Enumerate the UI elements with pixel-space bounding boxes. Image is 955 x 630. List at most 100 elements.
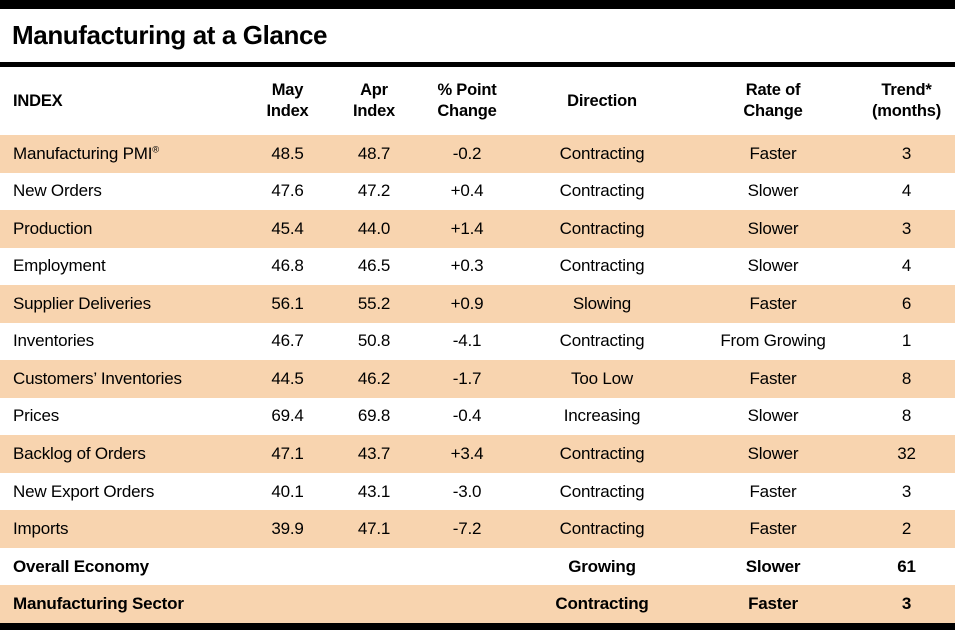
cell-point-change: -4.1 [452,331,482,351]
cell-apr-index: 50.8 [357,331,391,351]
cell-point-change: +0.9 [450,293,484,313]
column-header-point-change: % Point Change [418,80,516,122]
cell-trend-months: 1 [901,331,912,351]
cell-rate-of-change: Slower [747,181,799,201]
cell-direction: Contracting [559,444,645,464]
cell-direction: Contracting [559,519,645,539]
cell-rate-of-change: Faster [749,368,797,388]
table-row: Employment 46.8 46.5 +0.3 Contracting Sl… [0,248,955,286]
column-header-may-index: May Index [245,80,330,122]
cell-apr-index: 46.5 [357,256,391,276]
cell-point-change: +3.4 [450,444,484,464]
table-row: Manufacturing PMI® 48.5 48.7 -0.2 Contra… [0,135,955,173]
cell-trend-months: 4 [901,181,912,201]
index-label: Overall Economy [13,556,149,576]
cell-index-name: Prices [0,406,245,426]
table-row: Production 45.4 44.0 +1.4 Contracting Sl… [0,210,955,248]
top-border-bar [0,0,955,9]
cell-index-name: Imports [0,519,245,539]
cell-trend-months: 3 [901,481,912,501]
cell-rate-of-change: Slower [747,218,799,238]
cell-index-name: New Export Orders [0,482,245,502]
index-label: New Export Orders [13,481,155,501]
cell-apr-index: 43.7 [357,444,391,464]
cell-index-name: Overall Economy [0,557,245,577]
cell-apr-index: 48.7 [357,143,391,163]
cell-apr-index: 47.1 [357,519,391,539]
cell-direction: Contracting [559,181,645,201]
cell-point-change: +1.4 [450,218,484,238]
cell-may-index: 39.9 [271,519,304,539]
table-row: Prices 69.4 69.8 -0.4 Increasing Slower … [0,398,955,436]
cell-rate-of-change: Slower [747,406,799,426]
column-header-label: May [271,81,304,99]
column-header-trend-months: Trend* (months) [858,80,955,122]
cell-may-index: 47.1 [271,444,304,464]
page-title: Manufacturing at a Glance [12,20,328,50]
registered-trademark-symbol: ® [152,144,159,155]
cell-may-index: 40.1 [271,481,304,501]
cell-index-name: Manufacturing PMI® [0,144,245,164]
cell-rate-of-change: Faster [749,143,797,163]
column-header-label: Rate of [745,81,801,99]
cell-apr-index: 44.0 [357,218,391,238]
column-header-rate-of-change: Rate of Change [688,80,858,122]
column-header-label: INDEX [13,91,63,110]
cell-trend-months: 32 [897,444,916,464]
column-header-label: Change [437,102,497,120]
table-row: Supplier Deliveries 56.1 55.2 +0.9 Slowi… [0,285,955,323]
cell-trend-months: 4 [901,256,912,276]
cell-rate-of-change: Faster [748,594,798,614]
column-header-label: Change [743,102,803,120]
cell-apr-index: 43.1 [357,481,391,501]
table-row: Backlog of Orders 47.1 43.7 +3.4 Contrac… [0,435,955,473]
cell-direction: Contracting [559,481,645,501]
index-label: Employment [13,256,106,276]
cell-index-name: Manufacturing Sector [0,594,245,614]
table-header-row: INDEX May Index Apr Index % Point Change… [0,67,955,135]
cell-may-index: 56.1 [271,293,304,313]
cell-may-index: 44.5 [271,368,304,388]
cell-point-change: -3.0 [452,481,482,501]
index-label: Supplier Deliveries [13,293,151,313]
cell-trend-months: 2 [901,519,912,539]
column-header-label: Trend* [881,81,932,99]
index-label: New Orders [13,181,102,201]
cell-trend-months: 3 [901,143,912,163]
cell-point-change: -7.2 [452,519,482,539]
title-divider-rule [0,62,955,67]
cell-rate-of-change: Slower [747,444,799,464]
cell-direction: Increasing [563,406,641,426]
index-label: Imports [13,519,69,539]
column-header-apr-index: Apr Index [330,80,418,122]
cell-may-index: 46.8 [271,256,304,276]
cell-direction: Contracting [555,594,649,614]
column-header-label: Direction [567,91,637,110]
cell-rate-of-change: Slower [745,556,801,576]
cell-trend-months: 8 [901,406,912,426]
cell-may-index: 46.7 [271,331,304,351]
column-header-label: % Point [437,81,497,99]
cell-rate-of-change: From Growing [720,331,826,351]
cell-direction: Too Low [571,368,633,388]
cell-trend-months: 3 [901,594,912,614]
table-row: Customers’ Inventories 44.5 46.2 -1.7 To… [0,360,955,398]
table-row: Overall Economy Growing Slower 61 [0,548,955,586]
cell-rate-of-change: Faster [749,519,797,539]
cell-index-name: Backlog of Orders [0,444,245,464]
cell-rate-of-change: Slower [747,256,799,276]
cell-rate-of-change: Faster [749,481,797,501]
cell-index-name: Supplier Deliveries [0,294,245,314]
cell-point-change: -1.7 [452,368,482,388]
column-header-index: INDEX [0,91,245,112]
cell-index-name: Production [0,219,245,239]
cell-apr-index: 47.2 [357,181,391,201]
cell-apr-index: 69.8 [357,406,391,426]
cell-direction: Contracting [559,331,645,351]
index-label: Customers’ Inventories [13,368,182,388]
cell-may-index: 45.4 [271,218,304,238]
column-header-direction: Direction [516,91,688,112]
cell-point-change: +0.3 [450,256,484,276]
cell-may-index: 48.5 [271,143,304,163]
